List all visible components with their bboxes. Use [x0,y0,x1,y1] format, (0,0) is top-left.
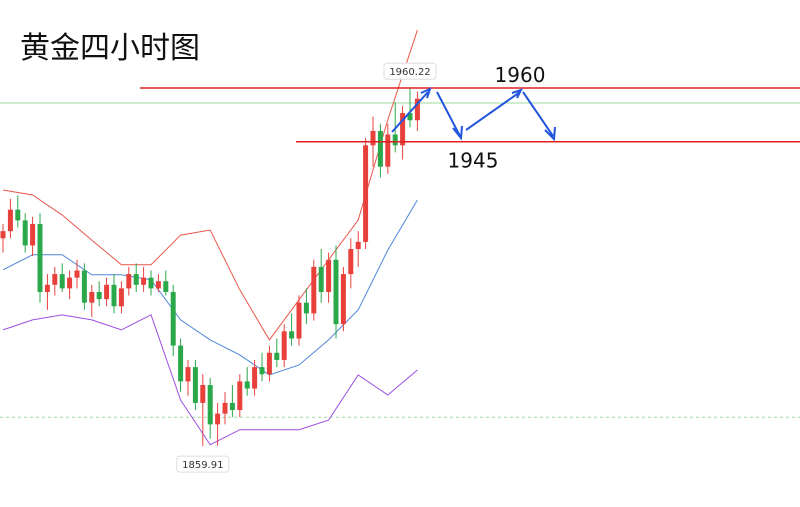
candle-body [281,331,287,360]
candle-body [215,413,221,425]
candle-body [170,291,176,346]
level-label: 1960 [495,63,546,87]
candle-body [244,381,250,389]
candle-body [96,291,102,300]
chart-title: 黄金四小时图 [20,31,200,66]
candle-body [333,259,339,325]
candle-body [392,134,398,146]
candle-body [311,266,317,314]
candle-body [229,402,235,411]
price-chip [383,62,437,80]
band-line [2,199,418,376]
candle-body [385,134,391,167]
candle-body [59,274,65,289]
candle-body [104,284,110,300]
candle-body [303,302,309,314]
candle-body [81,270,87,303]
candle-body [44,284,50,292]
forecast-arrows [391,87,556,142]
candle-body [400,113,406,146]
price-label: 1960.22 [389,67,430,78]
candle-body [67,277,73,289]
candle-body [185,367,191,382]
candle-body [377,130,383,167]
candle-body [52,274,58,285]
candle-body [155,281,161,289]
candle-body [0,231,6,239]
candle-body [259,367,265,375]
candle-body [22,220,28,246]
candle-body [163,281,169,292]
candle-body [407,113,413,121]
level-label: 1945 [448,149,499,173]
candle-body [133,274,139,285]
candle-body [178,345,184,382]
candle-body [252,367,258,389]
candle-body [237,381,243,411]
candle-body [118,288,124,307]
candle-body [414,98,420,121]
price-chip [176,455,230,473]
candle-body [348,249,354,275]
band-line [2,314,418,446]
candle-body [222,402,228,414]
candle-body [274,352,280,360]
candle-body [37,223,43,292]
candle-body [30,223,36,246]
candle-body [126,274,132,289]
candle-body [200,384,206,403]
candle-body [192,367,198,403]
candle-body [340,274,346,325]
candle-body [15,209,21,221]
candle-body [207,384,213,425]
candle-body [89,291,95,303]
price-label: 1859.91 [182,460,223,471]
candle-body [318,266,324,292]
band-line [2,29,418,341]
candle-body [363,145,369,242]
candle-body [148,277,154,289]
candle-body [355,241,361,250]
candle-body [74,270,80,278]
candle-body [296,302,302,339]
candle-body [289,331,295,339]
candle-body [111,284,117,307]
candle-body [266,352,272,375]
candle-body [7,209,13,232]
candle-body [326,259,332,292]
candle-body [141,277,147,285]
candle-body [370,130,376,146]
